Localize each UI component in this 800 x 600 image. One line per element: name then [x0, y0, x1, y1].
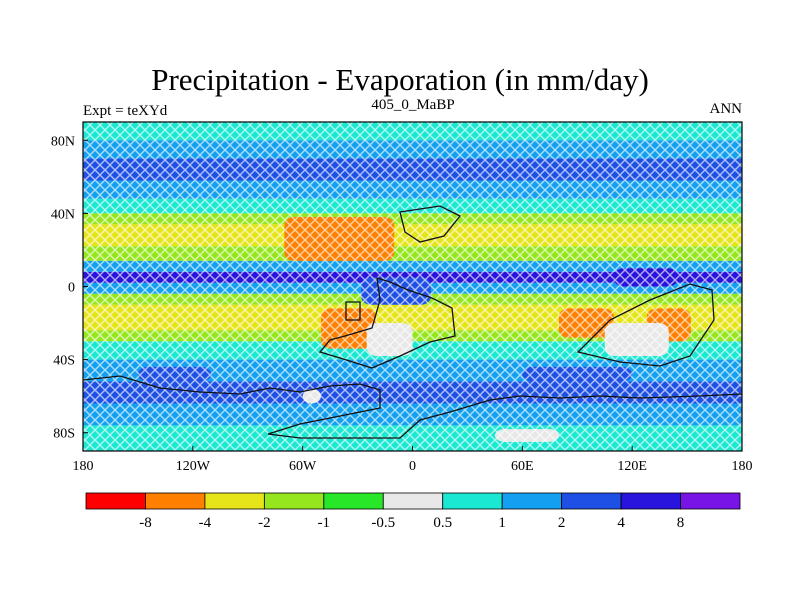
colorbar-swatch-9 [620, 492, 681, 510]
colorbar-label-4: -0.5 [371, 515, 395, 531]
hatch-overlay [83, 122, 742, 451]
season-label: ANN [709, 101, 743, 117]
chart-title: Precipitation - Evaporation (in mm/day) [151, 62, 649, 97]
colorbar-label-1: -4 [199, 515, 212, 531]
colorbar-swatch-10 [680, 492, 741, 510]
colorbar-label-7: 2 [558, 515, 566, 531]
coastlines [83, 205, 742, 439]
x-tick-label-4: 60E [511, 459, 534, 474]
colorbar-swatch-5 [382, 492, 444, 510]
colorbar-swatch-3 [263, 492, 325, 510]
x-axis: 180 120W 60W 0 60E 120E 180 [73, 446, 753, 474]
subtitle-label: 405_0_MaBP [371, 97, 455, 113]
y-tick-label-1: 40N [51, 207, 75, 222]
x-tick-label-3: 0 [409, 459, 416, 474]
colorbar-swatch-7 [501, 492, 563, 510]
y-tick-label-3: 40S [53, 354, 75, 369]
x-tick-label-2: 60W [289, 459, 317, 474]
experiment-label: Expt = teXYd [83, 103, 168, 119]
colorbar-label-5: 0.5 [433, 515, 452, 531]
colorbar: -8 -4 -2 -1 -0.5 0.5 1 2 4 8 [85, 492, 741, 531]
colorbar-swatch-2 [204, 492, 265, 510]
colorbar-label-9: 8 [677, 515, 685, 531]
colorbar-swatch-1 [145, 492, 206, 510]
x-tick-label-6: 180 [732, 459, 753, 474]
plot-area [83, 122, 742, 451]
y-axis: 80N 40N 0 40S 80S [51, 134, 88, 442]
colorbar-label-8: 4 [617, 515, 625, 531]
x-tick-label-1: 120W [176, 459, 211, 474]
y-tick-label-4: 80S [53, 427, 75, 442]
x-tick-label-0: 180 [73, 459, 94, 474]
colorbar-label-6: 1 [498, 515, 506, 531]
y-tick-label-2: 0 [68, 281, 75, 296]
colorbar-label-0: -8 [139, 515, 152, 531]
colorbar-label-2: -2 [258, 515, 271, 531]
colorbar-swatch-8 [561, 492, 622, 510]
colorbar-label-3: -1 [318, 515, 331, 531]
colorbar-swatch-4 [323, 492, 384, 510]
y-tick-label-0: 80N [51, 134, 75, 149]
colorbar-swatch-6 [442, 492, 503, 510]
colorbar-swatch-0 [85, 492, 146, 510]
x-tick-label-5: 120E [617, 459, 647, 474]
